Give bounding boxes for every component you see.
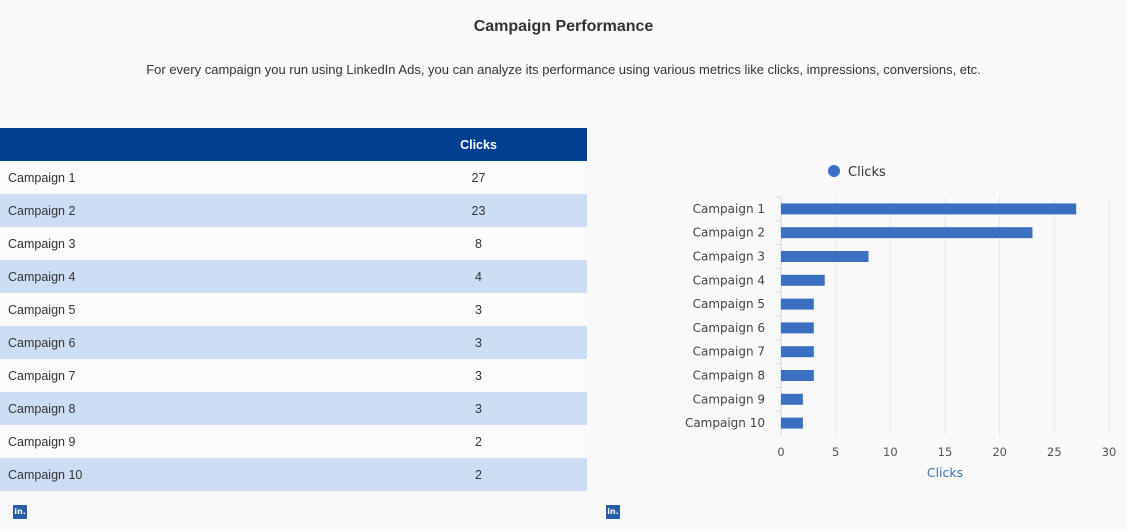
bar bbox=[781, 203, 1077, 215]
bar bbox=[781, 251, 869, 262]
bar bbox=[781, 227, 1033, 239]
row-clicks: 8 bbox=[370, 227, 587, 260]
y-tick-label: Campaign 2 bbox=[693, 226, 765, 240]
row-clicks: 3 bbox=[370, 293, 587, 326]
column-header-clicks: Clicks bbox=[370, 128, 587, 161]
y-tick-label: Campaign 9 bbox=[693, 392, 765, 406]
x-tick-label: 20 bbox=[992, 445, 1007, 459]
y-tick-label: Campaign 10 bbox=[685, 416, 765, 430]
legend-label: Clicks bbox=[848, 165, 886, 180]
bar bbox=[781, 417, 803, 429]
linkedin-icon[interactable]: in. bbox=[13, 505, 27, 519]
x-tick-label: 0 bbox=[777, 445, 784, 459]
table-row: Campaign 2 23 bbox=[0, 194, 587, 227]
x-tick-label: 10 bbox=[883, 445, 898, 459]
row-clicks: 2 bbox=[370, 458, 587, 491]
row-name: Campaign 10 bbox=[0, 458, 370, 491]
row-name: Campaign 2 bbox=[0, 194, 370, 227]
bar bbox=[781, 370, 814, 381]
bar bbox=[781, 298, 814, 310]
x-tick-label: 5 bbox=[832, 445, 839, 459]
page-subtitle: For every campaign you run using LinkedI… bbox=[146, 62, 981, 77]
bar bbox=[781, 322, 814, 334]
row-clicks: 27 bbox=[370, 161, 587, 194]
bar bbox=[781, 346, 814, 358]
row-clicks: 2 bbox=[370, 425, 587, 458]
table-row: Campaign 1 27 bbox=[0, 161, 587, 194]
row-name: Campaign 8 bbox=[0, 392, 370, 425]
y-tick-label: Campaign 8 bbox=[693, 369, 765, 383]
row-name: Campaign 7 bbox=[0, 359, 370, 392]
row-clicks: 3 bbox=[370, 359, 587, 392]
row-name: Campaign 4 bbox=[0, 260, 370, 293]
row-name: Campaign 9 bbox=[0, 425, 370, 458]
y-tick-label: Campaign 1 bbox=[693, 202, 765, 216]
row-clicks: 23 bbox=[370, 194, 587, 227]
linkedin-icon[interactable]: in. bbox=[606, 505, 620, 519]
y-tick-label: Campaign 4 bbox=[693, 273, 765, 287]
y-tick-label: Campaign 3 bbox=[693, 250, 765, 264]
row-name: Campaign 6 bbox=[0, 326, 370, 359]
x-tick-label: 30 bbox=[1102, 445, 1117, 459]
column-header-name bbox=[0, 128, 370, 161]
x-tick-label: 15 bbox=[938, 445, 953, 459]
bar bbox=[781, 393, 803, 405]
row-clicks: 3 bbox=[370, 392, 587, 425]
y-tick-label: Campaign 6 bbox=[693, 321, 765, 335]
table-row: Campaign 10 2 bbox=[0, 458, 587, 491]
row-clicks: 4 bbox=[370, 260, 587, 293]
row-name: Campaign 1 bbox=[0, 161, 370, 194]
campaign-table: Clicks Campaign 1 27 Campaign 2 23 Campaig… bbox=[0, 128, 587, 491]
row-name: Campaign 3 bbox=[0, 227, 370, 260]
row-clicks: 3 bbox=[370, 326, 587, 359]
row-name: Campaign 5 bbox=[0, 293, 370, 326]
bar bbox=[781, 274, 825, 286]
clicks-bar-chart: Clicks 0 5 10 15 20 25 30 Campaign 1 Campaign 2 Ca… bbox=[685, 165, 1117, 480]
table-header-row: Clicks bbox=[0, 128, 587, 161]
page-title: Campaign Performance bbox=[473, 18, 654, 35]
legend-marker bbox=[828, 165, 840, 177]
x-tick-label: 25 bbox=[1047, 445, 1062, 459]
y-tick-label: Campaign 5 bbox=[693, 297, 765, 311]
y-tick-label: Campaign 7 bbox=[693, 345, 765, 359]
x-axis-title: Clicks bbox=[927, 465, 963, 480]
